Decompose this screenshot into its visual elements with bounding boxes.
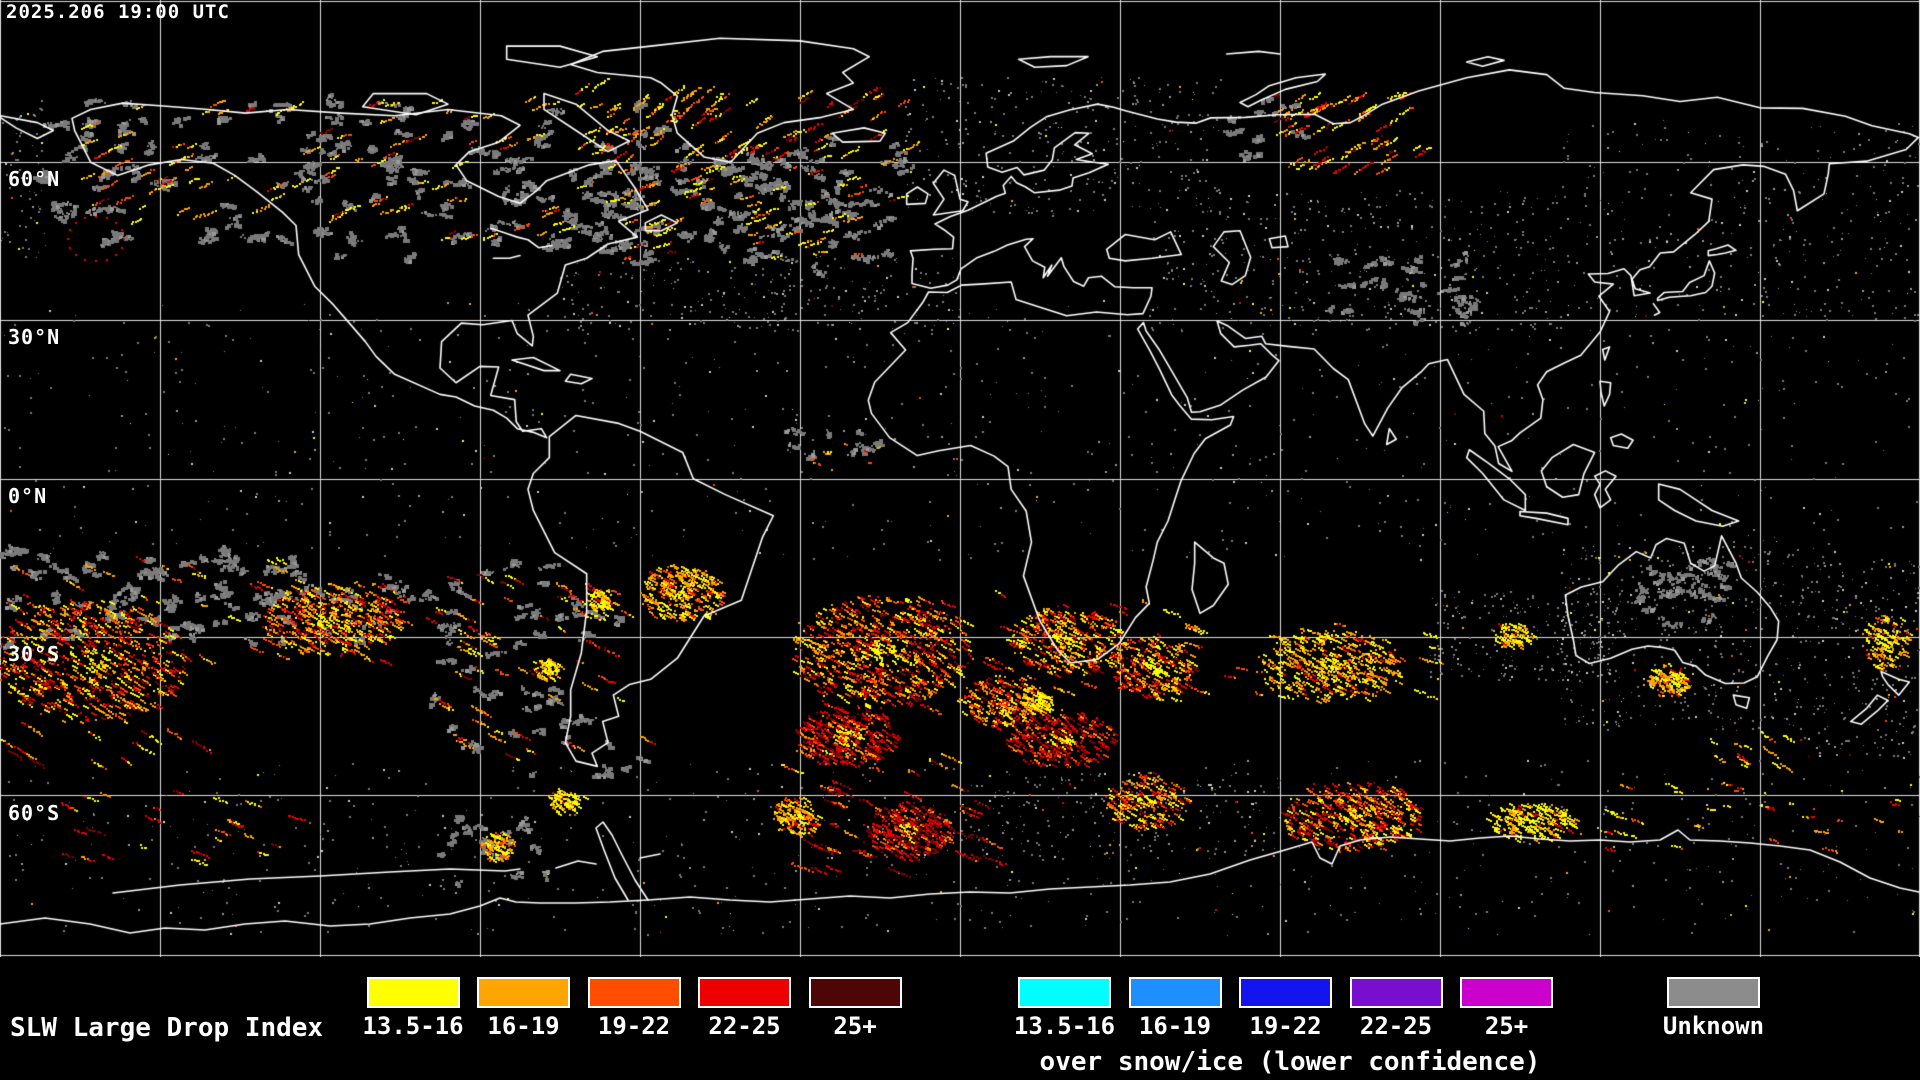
timestamp: 2025.206 19:00 UTC: [6, 1, 230, 23]
legend-item-standard: 19-22: [579, 977, 689, 1040]
latitude-label: 60°N: [8, 167, 61, 191]
swatch-range-label: 22-25: [1359, 1012, 1433, 1040]
legend-item-standard: 16-19: [469, 977, 579, 1040]
swatch-range-label: 13.5-16: [1013, 1012, 1116, 1040]
legend-item-snow-ice: 25+: [1452, 977, 1562, 1040]
swatch-range-label: 16-19: [487, 1012, 560, 1040]
legend-item-snow-ice: 22-25: [1341, 977, 1451, 1040]
legend-item-standard: 13.5-16: [358, 977, 468, 1040]
color-swatch: [477, 977, 570, 1008]
swatch-range-label: 19-22: [597, 1012, 671, 1040]
swatch-range-label: 22-25: [708, 1012, 781, 1040]
latitude-label: 30°N: [8, 325, 61, 349]
swatch-range-label: 25+: [833, 1012, 877, 1040]
color-swatch: [366, 977, 460, 1008]
latitude-label: 0°N: [8, 484, 48, 508]
swatch-range-label: 16-19: [1138, 1012, 1212, 1040]
latitude-label: 60°S: [8, 801, 61, 825]
color-swatch: [808, 977, 902, 1008]
legend-item-snow-ice: 19-22: [1231, 977, 1341, 1040]
swatch-range-label: 19-22: [1249, 1012, 1322, 1040]
swatch-range-label: Unknown: [1662, 1012, 1765, 1040]
world-map-canvas: [0, 0, 1920, 957]
color-swatch: [587, 977, 681, 1008]
color-swatch: [1460, 977, 1553, 1008]
color-swatch: [1128, 977, 1222, 1008]
color-swatch: [1349, 977, 1443, 1008]
legend-item-snow-ice: 13.5-16: [1010, 977, 1120, 1040]
color-swatch: [1018, 977, 1111, 1008]
swatch-range-label: 13.5-16: [362, 1012, 464, 1040]
legend-item-standard: 25+: [800, 977, 910, 1040]
legend-item-snow-ice: 16-19: [1120, 977, 1230, 1040]
latitude-label: 30°S: [8, 642, 61, 666]
swatch-range-label: 25+: [1484, 1012, 1529, 1040]
color-swatch: [698, 977, 791, 1008]
legend-item-standard: 22-25: [690, 977, 800, 1040]
legend-title: SLW Large Drop Index: [10, 1013, 324, 1043]
color-swatch: [1667, 977, 1760, 1008]
color-swatch: [1239, 977, 1332, 1008]
legend-caption: over snow/ice (lower confidence): [1039, 1047, 1541, 1077]
legend-item-unknown: Unknown: [1659, 977, 1769, 1040]
